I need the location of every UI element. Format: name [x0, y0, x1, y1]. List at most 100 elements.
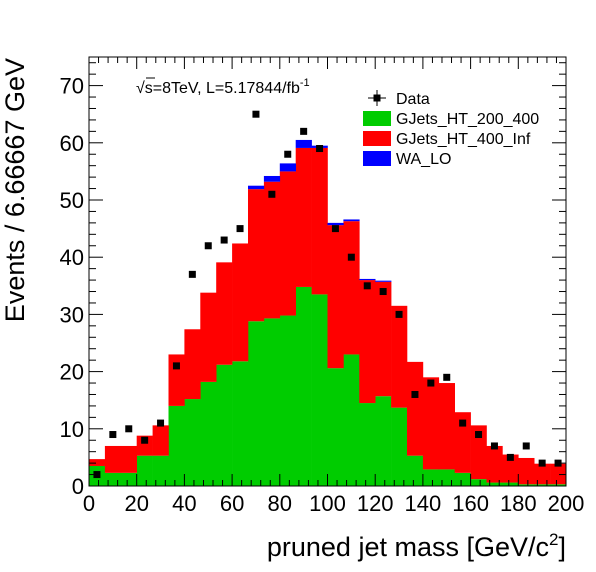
y-tick-label-50: 50	[60, 188, 84, 213]
data-point-28	[538, 459, 546, 467]
axis-ticks	[88, 57, 567, 487]
y-tick-label-20: 20	[60, 360, 84, 385]
y-tick-label-70: 70	[60, 74, 84, 99]
bar-gjets-ht-200-400-8	[216, 364, 233, 486]
data-point-12	[284, 150, 292, 158]
bar-gjets-ht-400-inf-27	[518, 457, 535, 485]
bar-gjets-ht-400-inf-21	[422, 377, 440, 470]
bar-gjets-ht-200-400-22	[438, 469, 455, 486]
y-tick-label-60: 60	[60, 131, 84, 156]
data-point-25	[490, 442, 498, 450]
bar-gjets-ht-400-inf-22	[438, 383, 455, 470]
legend-swatch-gjets-ht-200-400	[363, 111, 391, 126]
data-point-8	[220, 236, 228, 244]
bar-gjets-ht-200-400-1	[104, 472, 122, 486]
data-point-27	[522, 442, 530, 450]
data-point-1	[109, 431, 117, 439]
bar-wa-lo-13	[295, 139, 312, 148]
x-tick-label-200: 200	[548, 491, 585, 516]
data-point-4	[157, 419, 165, 427]
y-axis-title: Events / 6.66667 GeV	[0, 58, 30, 322]
data-point-24	[475, 431, 483, 439]
data-points	[93, 110, 562, 479]
data-point-6	[188, 270, 196, 278]
bar-gjets-ht-400-inf-15	[327, 225, 344, 369]
bar-gjets-ht-400-inf-0	[89, 459, 106, 466]
data-point-0	[93, 471, 101, 479]
bar-gjets-ht-200-400-7	[200, 381, 217, 486]
bar-gjets-ht-200-400-25	[486, 482, 503, 486]
bar-gjets-ht-200-400-21	[422, 469, 440, 486]
bar-gjets-ht-400-inf-12	[279, 171, 297, 316]
bar-wa-lo-12	[279, 163, 297, 172]
y-tick-label-30: 30	[60, 302, 84, 327]
x-tick-label-140: 140	[405, 491, 442, 516]
bar-gjets-ht-200-400-12	[279, 315, 297, 486]
x-tick-label-0: 0	[83, 491, 95, 516]
x-tick-label-80: 80	[268, 491, 292, 516]
legend: Data GJets_HT_200_400 GJets_HT_400_Inf WA_L…	[363, 90, 539, 168]
y-tick-label-40: 40	[60, 245, 84, 270]
bar-gjets-ht-400-inf-7	[200, 292, 217, 382]
x-axis-title-main: pruned jet mass [GeV/c	[267, 532, 549, 562]
bar-wa-lo-16	[343, 219, 360, 222]
x-tick-label-60: 60	[220, 491, 244, 516]
data-point-17	[363, 282, 371, 290]
bar-gjets-ht-400-inf-24	[470, 425, 487, 480]
x-axis-title-sup: 2	[549, 530, 558, 549]
bar-gjets-ht-400-inf-6	[184, 329, 201, 400]
bar-gjets-ht-200-400-2	[120, 472, 137, 486]
x-tick-label-160: 160	[452, 491, 489, 516]
bar-gjets-ht-200-400-15	[327, 368, 344, 486]
data-point-21	[427, 379, 435, 387]
data-point-2	[125, 425, 133, 433]
bar-gjets-ht-200-400-11	[263, 318, 281, 486]
legend-label-gjets-ht-200-400: GJets_HT_200_400	[396, 111, 539, 128]
bar-gjets-ht-400-inf-10	[248, 189, 265, 322]
bar-gjets-ht-400-inf-20	[406, 361, 424, 456]
x-tick-label-100: 100	[309, 491, 346, 516]
bar-gjets-ht-400-inf-18	[375, 281, 392, 397]
bar-gjets-ht-200-400-18	[375, 396, 392, 486]
legend-label-gjets-ht-400-inf: GJets_HT_400_Inf	[396, 131, 531, 148]
legend-label-data: Data	[396, 91, 430, 108]
bar-gjets-ht-200-400-6	[184, 399, 201, 486]
bar-gjets-ht-400-inf-28	[534, 463, 551, 485]
bar-gjets-ht-400-inf-3	[136, 435, 153, 456]
legend-swatch-gjets-ht-400-inf	[363, 131, 391, 146]
bar-gjets-ht-200-400-24	[470, 479, 487, 486]
bar-gjets-ht-400-inf-29	[550, 463, 567, 485]
bar-gjets-ht-400-inf-25	[486, 445, 503, 483]
x-tick-label-180: 180	[500, 491, 537, 516]
data-point-18	[379, 288, 387, 296]
data-point-29	[554, 459, 562, 467]
sqrt-symbol: √	[136, 80, 145, 97]
y-tick-label-10: 10	[60, 417, 84, 442]
bar-gjets-ht-200-400-20	[406, 455, 424, 486]
y-tick-labels: 0 10 20 30 40 50 60 70	[60, 74, 84, 499]
histogram-bars	[89, 139, 567, 486]
bar-gjets-ht-200-400-27	[518, 484, 535, 486]
x-tick-label-120: 120	[357, 491, 394, 516]
bar-wa-lo-17	[359, 278, 376, 281]
bar-gjets-ht-200-400-10	[248, 321, 265, 486]
data-point-19	[395, 310, 403, 318]
bar-gjets-ht-400-inf-19	[391, 305, 408, 408]
data-point-15	[331, 225, 339, 233]
bar-gjets-ht-400-inf-2	[120, 445, 137, 473]
x-tick-label-20: 20	[124, 491, 148, 516]
data-point-3	[141, 436, 149, 444]
x-axis-title-close: ]	[558, 532, 566, 562]
bar-gjets-ht-200-400-5	[168, 405, 185, 486]
data-point-22	[443, 373, 451, 381]
y-tick-label-0: 0	[72, 474, 84, 499]
data-point-23	[459, 419, 467, 427]
data-point-10	[252, 110, 260, 118]
data-point-11	[268, 190, 276, 198]
energy-lumi-annotation: √s=8TeV, L=5.17844/fb-1	[136, 77, 310, 97]
bar-gjets-ht-200-400-13	[295, 286, 312, 486]
bar-gjets-ht-200-400-17	[359, 403, 376, 486]
bar-gjets-ht-400-inf-13	[295, 147, 312, 287]
x-axis-title: pruned jet mass [GeV/c2]	[267, 530, 566, 562]
bar-wa-lo-15	[327, 222, 344, 226]
